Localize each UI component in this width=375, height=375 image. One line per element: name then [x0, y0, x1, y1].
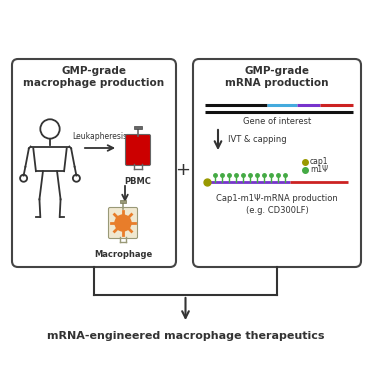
Text: mRNA-engineered macrophage therapeutics: mRNA-engineered macrophage therapeutics: [47, 331, 324, 341]
Bar: [134, 126, 142, 129]
FancyBboxPatch shape: [12, 59, 176, 267]
Text: PBMC: PBMC: [124, 177, 152, 186]
Text: +: +: [176, 161, 190, 179]
Text: cap1: cap1: [310, 158, 328, 166]
FancyBboxPatch shape: [126, 135, 150, 165]
Text: Macrophage: Macrophage: [94, 250, 152, 259]
FancyBboxPatch shape: [193, 59, 361, 267]
Text: IVT & capping: IVT & capping: [228, 135, 286, 144]
Text: m1Ψ: m1Ψ: [310, 165, 328, 174]
Text: Leukapheresis: Leukapheresis: [72, 132, 128, 141]
Text: Cap1-m1Ψ-mRNA production
(e.g. CD300LF): Cap1-m1Ψ-mRNA production (e.g. CD300LF): [216, 194, 338, 215]
FancyBboxPatch shape: [108, 207, 138, 238]
Bar: [120, 200, 126, 203]
Text: Gene of interest: Gene of interest: [243, 117, 311, 126]
Circle shape: [115, 215, 131, 231]
Text: GMP-grade
mRNA production: GMP-grade mRNA production: [225, 66, 329, 88]
Text: GMP-grade
macrophage production: GMP-grade macrophage production: [23, 66, 165, 88]
